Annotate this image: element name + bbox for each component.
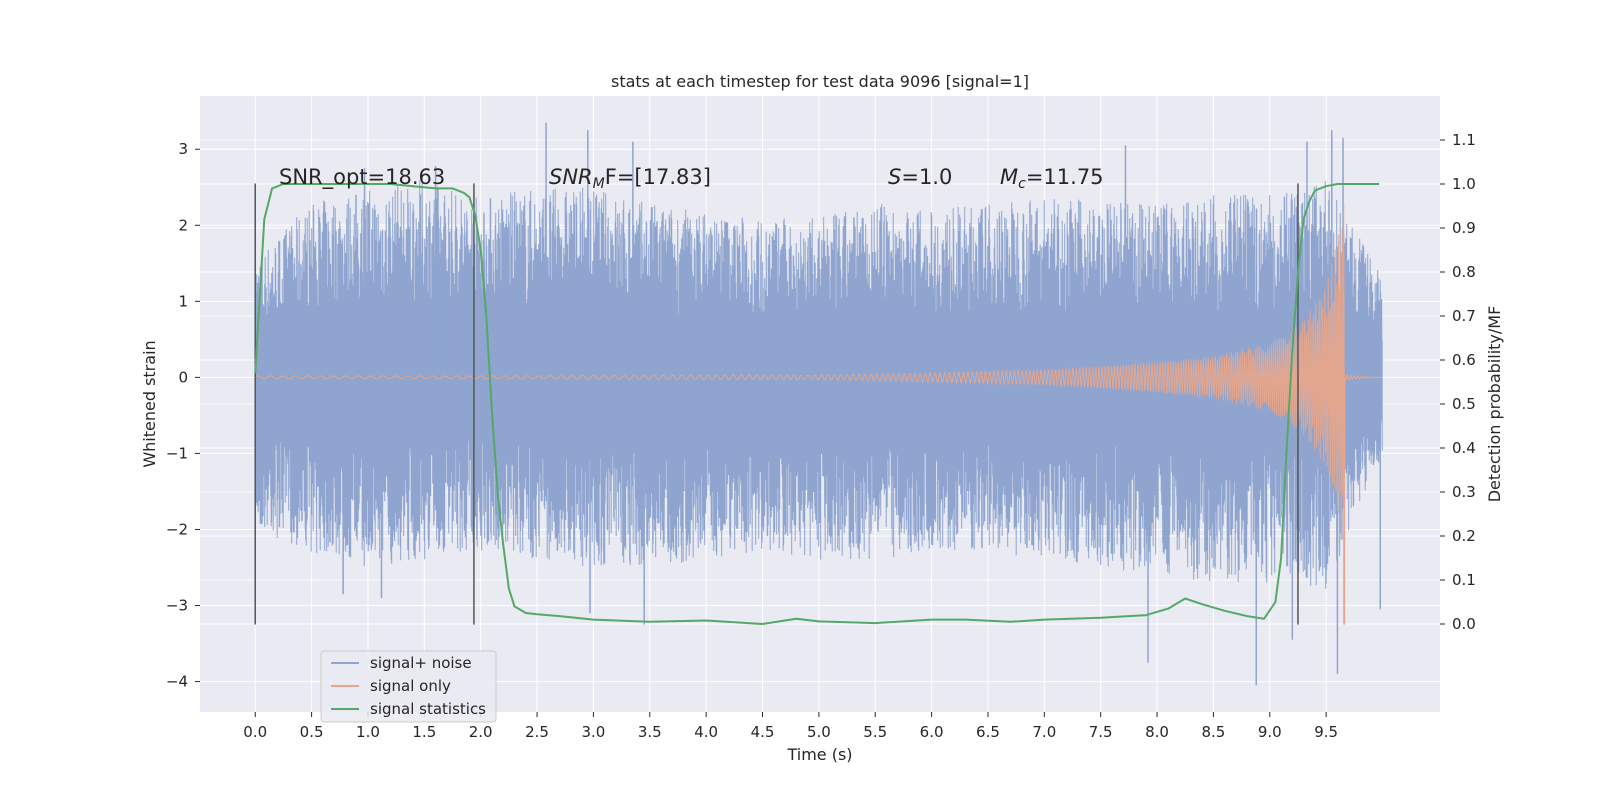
x-tick-label: 4.5	[751, 723, 775, 741]
x-tick-label: 7.0	[1032, 723, 1056, 741]
legend-label-signal-plus-noise: signal+ noise	[370, 654, 472, 672]
annotation-snr-opt: SNR_opt=18.63	[279, 165, 445, 190]
x-tick-label: 6.0	[920, 723, 944, 741]
right-y-axis-label: Detection probability/MF	[1485, 306, 1504, 503]
x-tick-label: 0.0	[243, 723, 267, 741]
annotation-snr-mf-subscript: M	[593, 176, 605, 192]
signal-plus-noise-line	[254, 180, 1383, 589]
legend-label-signal-statistics: signal statistics	[370, 700, 486, 718]
left-y-tick-label: 1	[178, 292, 188, 310]
x-tick-label: 5.5	[863, 723, 887, 741]
series-signal-only	[254, 203, 1383, 625]
annotation-mc-rest: =11.75	[1026, 165, 1104, 189]
vertical-markers	[254, 183, 1299, 625]
left-y-tick-label: −3	[166, 597, 188, 615]
chart-title: stats at each timestep for test data 909…	[611, 72, 1029, 91]
right-y-tick-label: 1.1	[1452, 131, 1476, 149]
x-tick-label: 7.5	[1089, 723, 1113, 741]
x-tick-label: 8.0	[1145, 723, 1169, 741]
x-axis-label: Time (s)	[786, 745, 852, 764]
x-tick-label: 0.5	[300, 723, 324, 741]
x-tick-label: 2.5	[525, 723, 549, 741]
right-y-tick-label: 0.9	[1452, 219, 1476, 237]
right-y-tick-label: 0.2	[1452, 527, 1476, 545]
right-y-tick-label: 1.0	[1452, 175, 1476, 193]
right-y-tick-label: 0.0	[1452, 615, 1476, 633]
right-y-tick-label: 0.5	[1452, 395, 1476, 413]
right-y-tick-label: 0.6	[1452, 351, 1476, 369]
legend-label-signal-only: signal only	[370, 677, 451, 695]
annotation-snr-mf-name: SNR	[549, 165, 593, 189]
left-y-tick-label: −1	[166, 444, 188, 462]
annotation-snr-mf: SNRMF=[17.83]	[549, 165, 711, 192]
annotation-s-name: S	[888, 165, 901, 189]
x-tick-label: 8.5	[1201, 723, 1225, 741]
left-y-tick-label: −2	[166, 520, 188, 538]
x-tick-label: 3.5	[638, 723, 662, 741]
right-y-tick-label: 0.7	[1452, 307, 1476, 325]
left-y-tick-labels: 3 2 1 0 −1 −2 −3 −4	[166, 140, 200, 691]
x-tick-label: 5.0	[807, 723, 831, 741]
x-tick-label: 1.5	[412, 723, 436, 741]
x-tick-label: 3.0	[581, 723, 605, 741]
x-tick-label: 9.0	[1258, 723, 1282, 741]
annotation-mc: Mc=11.75	[1000, 165, 1104, 192]
x-tick-labels: 0.0 0.5 1.0 1.5 2.0 2.5 3.0 3.5 4.0 4.5 5.0 5.5 6.0 6…	[243, 712, 1338, 741]
right-y-tick-label: 0.3	[1452, 483, 1476, 501]
left-y-tick-label: 2	[178, 216, 188, 234]
annotation-s: S=1.0	[888, 165, 952, 189]
signal-statistics-line	[254, 183, 1380, 625]
right-y-tick-label: 0.8	[1452, 263, 1476, 281]
left-y-tick-label: 0	[178, 368, 188, 386]
right-y-tick-labels: 1.1 1.0 0.9 0.8 0.7 0.6 0.5 0.4 0.3 0.2 0.1 0.0	[1440, 131, 1476, 633]
left-y-tick-label: 3	[178, 140, 188, 158]
x-tick-label: 6.5	[976, 723, 1000, 741]
series-signal-statistics	[254, 183, 1380, 625]
left-y-tick-label: −4	[166, 673, 188, 691]
annotation-s-rest: =1.0	[901, 165, 952, 189]
legend-box	[320, 650, 497, 723]
annotation-mc-name: M	[1000, 165, 1018, 189]
x-tick-label: 9.5	[1314, 723, 1338, 741]
annotation-snr-mf-rest: F=[17.83]	[605, 165, 711, 189]
x-tick-label: 4.0	[694, 723, 718, 741]
signal-only-line	[254, 203, 1383, 540]
annotations: SNR_opt=18.63 SNRMF=[17.83] S=1.0 Mc=11.…	[279, 165, 1104, 192]
x-tick-label: 2.0	[469, 723, 493, 741]
annotation-mc-subscript: c	[1018, 176, 1026, 192]
legend: signal+ noise signal only signal statist…	[320, 650, 497, 723]
right-y-tick-label: 0.1	[1452, 571, 1476, 589]
right-y-tick-label: 0.4	[1452, 439, 1476, 457]
left-y-axis-label: Whitened strain	[140, 340, 159, 467]
x-tick-label: 1.0	[356, 723, 380, 741]
